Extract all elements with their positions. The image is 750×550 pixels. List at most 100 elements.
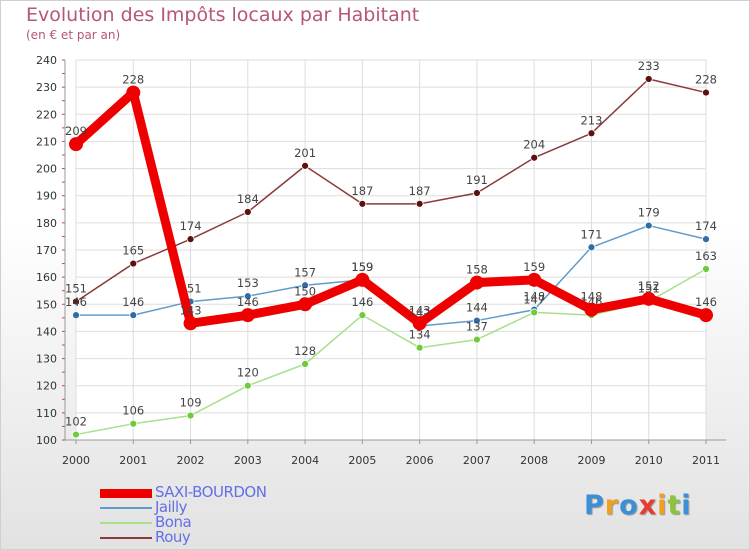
data-label: 228 xyxy=(122,73,144,87)
data-label: 233 xyxy=(638,59,660,73)
data-point xyxy=(645,76,652,83)
data-point xyxy=(473,336,480,343)
data-point xyxy=(130,312,137,319)
logo-letter: i xyxy=(681,490,691,521)
data-point xyxy=(130,420,137,427)
y-tick-label: 190 xyxy=(36,190,57,203)
data-label: 209 xyxy=(65,124,87,138)
data-point xyxy=(359,200,366,207)
data-label: 146 xyxy=(122,295,144,309)
data-label: 159 xyxy=(523,260,545,274)
data-label: 163 xyxy=(695,249,717,263)
x-tick-label: 2005 xyxy=(348,454,376,467)
data-point xyxy=(473,190,480,197)
data-point xyxy=(531,154,538,161)
data-label: 204 xyxy=(523,138,545,152)
y-tick-label: 140 xyxy=(36,325,57,338)
data-point xyxy=(588,244,595,251)
data-label: 201 xyxy=(294,146,316,160)
x-tick-label: 2008 xyxy=(520,454,548,467)
data-point xyxy=(184,316,198,330)
data-label: 165 xyxy=(122,244,144,258)
data-label: 147 xyxy=(523,292,545,306)
data-point xyxy=(130,260,137,267)
data-point xyxy=(126,86,140,100)
data-point xyxy=(359,312,366,319)
data-point xyxy=(416,200,423,207)
data-point xyxy=(73,431,80,438)
legend-swatch-saxi-bourdon xyxy=(100,489,152,498)
data-label: 137 xyxy=(466,320,488,334)
data-point xyxy=(187,412,194,419)
data-label: 187 xyxy=(409,184,431,198)
data-label: 191 xyxy=(466,173,488,187)
data-label: 120 xyxy=(237,366,259,380)
data-point xyxy=(531,309,538,316)
x-tick-label: 2004 xyxy=(291,454,319,467)
data-label: 184 xyxy=(237,192,259,206)
y-tick-label: 160 xyxy=(36,271,57,284)
data-label: 148 xyxy=(580,290,602,304)
y-tick-label: 120 xyxy=(36,380,57,393)
y-tick-label: 200 xyxy=(36,163,57,176)
data-label: 179 xyxy=(638,206,660,220)
data-point xyxy=(470,276,484,290)
x-tick-label: 2001 xyxy=(119,454,147,467)
data-label: 109 xyxy=(180,396,202,410)
data-label: 187 xyxy=(351,184,373,198)
y-tick-label: 170 xyxy=(36,244,57,257)
data-point xyxy=(699,308,713,322)
legend-swatch-rouy xyxy=(100,537,152,539)
data-label: 153 xyxy=(237,276,259,290)
data-point xyxy=(244,209,251,216)
data-label: 158 xyxy=(466,263,488,277)
logo-letter: x xyxy=(639,490,657,521)
y-tick-label: 150 xyxy=(36,298,57,311)
data-point xyxy=(413,316,427,330)
data-point xyxy=(298,297,312,311)
data-label: 146 xyxy=(237,295,259,309)
data-label: 174 xyxy=(695,219,717,233)
data-label: 159 xyxy=(351,260,373,274)
x-tick-label: 2000 xyxy=(62,454,90,467)
data-label: 146 xyxy=(351,295,373,309)
proxiti-logo: Proxiti xyxy=(584,490,692,521)
y-tick-label: 100 xyxy=(36,434,57,447)
data-label: 106 xyxy=(122,404,144,418)
y-tick-label: 180 xyxy=(36,217,57,230)
data-label: 157 xyxy=(294,265,316,279)
data-point xyxy=(416,344,423,351)
x-tick-label: 2003 xyxy=(234,454,262,467)
data-label: 146 xyxy=(65,295,87,309)
data-label: 143 xyxy=(409,303,431,317)
x-tick-label: 2010 xyxy=(635,454,663,467)
data-point xyxy=(703,89,710,96)
data-point xyxy=(584,303,598,317)
data-point xyxy=(588,130,595,137)
data-label: 146 xyxy=(695,295,717,309)
data-label: 150 xyxy=(294,284,316,298)
data-label: 228 xyxy=(695,73,717,87)
data-label: 213 xyxy=(580,113,602,127)
data-label: 128 xyxy=(294,344,316,358)
logo-letter: o xyxy=(619,490,639,521)
data-label: 144 xyxy=(466,301,488,315)
data-point xyxy=(703,266,710,273)
data-point xyxy=(645,222,652,229)
y-tick-label: 110 xyxy=(36,407,57,420)
data-label: 102 xyxy=(65,415,87,429)
data-point xyxy=(642,292,656,306)
x-tick-label: 2009 xyxy=(577,454,605,467)
data-point xyxy=(527,273,541,287)
data-label: 174 xyxy=(180,219,202,233)
x-tick-label: 2011 xyxy=(692,454,720,467)
logo-letter: t xyxy=(667,490,681,521)
y-tick-label: 230 xyxy=(36,81,57,94)
logo-letter: i xyxy=(657,490,667,521)
data-point xyxy=(302,361,309,368)
x-tick-label: 2002 xyxy=(177,454,205,467)
data-point xyxy=(355,273,369,287)
legend-swatch-bona xyxy=(100,522,152,524)
y-tick-label: 130 xyxy=(36,353,57,366)
y-tick-label: 210 xyxy=(36,135,57,148)
